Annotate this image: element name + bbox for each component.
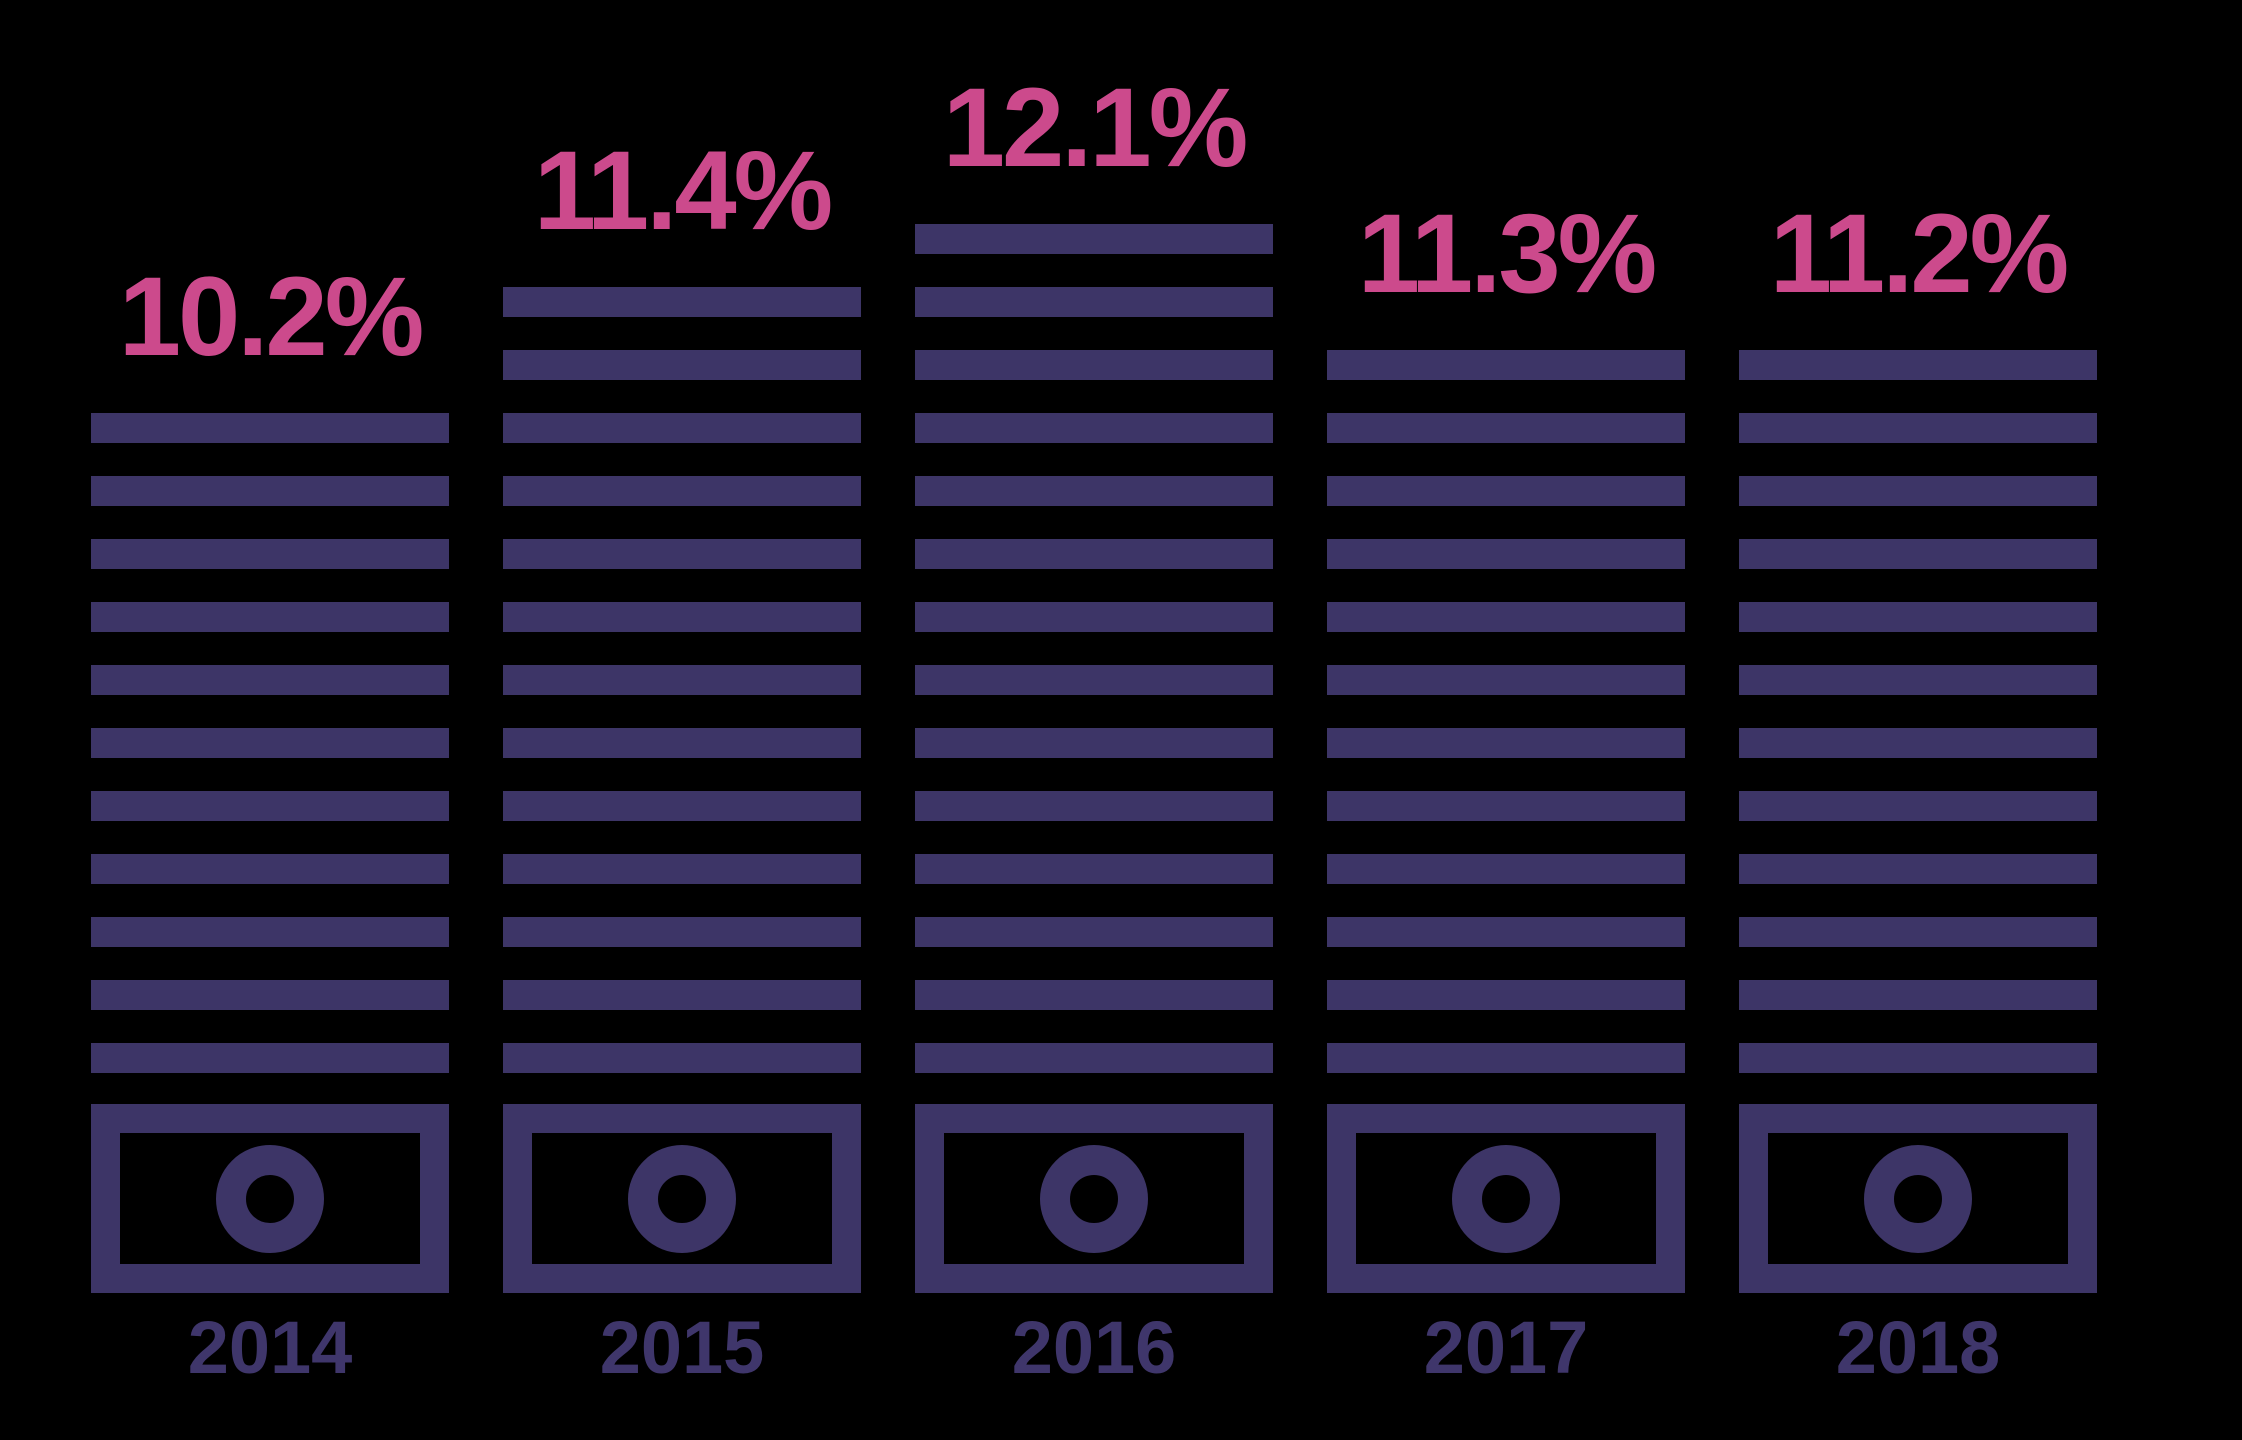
bar-stripe	[915, 350, 1273, 380]
bar-stripe	[91, 1043, 449, 1073]
value-label: 10.2%	[118, 254, 425, 379]
bar-column-2015: 11.4% 2015	[503, 135, 861, 1385]
bar-stripe	[1327, 602, 1685, 632]
bar-stripe	[503, 602, 861, 632]
banknote-circle-icon	[1452, 1144, 1560, 1253]
banknote-circle-icon	[216, 1144, 324, 1253]
value-label: 12.1%	[942, 65, 1249, 190]
bar-stripe	[1327, 476, 1685, 506]
bar-stripe	[91, 602, 449, 632]
banknote-icon	[1739, 1104, 2097, 1293]
bar-stripe	[91, 539, 449, 569]
bar-stripe	[91, 917, 449, 947]
bar-stripe	[503, 665, 861, 695]
bar-stripe	[503, 287, 861, 317]
bar-stripe	[503, 350, 861, 380]
bar-column-2016: 12.1% 2016	[915, 72, 1273, 1385]
bar-stripe	[915, 539, 1273, 569]
bar-stripes	[915, 224, 1273, 1073]
bar-stripe	[1739, 665, 2097, 695]
bar-stripe	[91, 413, 449, 443]
bar-stripe	[1327, 350, 1685, 380]
bar-stripes	[1739, 350, 2097, 1073]
bar-stripe	[915, 791, 1273, 821]
bar-column-2014: 10.2% 2014	[91, 261, 449, 1385]
bar-stripe	[1739, 791, 2097, 821]
bar-stripe	[1739, 917, 2097, 947]
bar-stripes	[91, 413, 449, 1073]
bar-stripe	[1327, 1043, 1685, 1073]
bar-stripe	[915, 287, 1273, 317]
bar-stripe	[1739, 980, 2097, 1010]
bar-stripe	[91, 854, 449, 884]
year-label: 2016	[1011, 1306, 1177, 1389]
bar-stripe	[1327, 791, 1685, 821]
bar-stripe	[503, 728, 861, 758]
banknote-circle-icon	[1864, 1144, 1972, 1253]
bar-stripe	[503, 980, 861, 1010]
bar-stripe	[91, 665, 449, 695]
bar-stripe	[915, 854, 1273, 884]
value-label: 11.2%	[1769, 191, 2069, 316]
bar-stripe	[91, 476, 449, 506]
bar-stripe	[915, 917, 1273, 947]
bar-stripe	[1739, 854, 2097, 884]
bar-column-2017: 11.3% 2017	[1327, 198, 1685, 1385]
bar-stripe	[915, 476, 1273, 506]
value-label: 11.4%	[533, 128, 833, 253]
bar-stripe	[503, 917, 861, 947]
bar-stripe	[503, 413, 861, 443]
bar-stripe	[915, 665, 1273, 695]
bar-stripe	[1327, 980, 1685, 1010]
bar-stripe	[1739, 476, 2097, 506]
bar-stripe	[1739, 413, 2097, 443]
bar-stripe	[915, 602, 1273, 632]
bar-column-2018: 11.2% 2018	[1739, 198, 2097, 1385]
bar-stripe	[91, 980, 449, 1010]
bar-stripe	[1327, 665, 1685, 695]
bar-stripe	[503, 539, 861, 569]
year-label: 2014	[187, 1306, 353, 1389]
value-label: 11.3%	[1357, 191, 1657, 316]
bar-stripe	[915, 728, 1273, 758]
year-label: 2018	[1835, 1306, 2001, 1389]
bar-stripe	[1739, 1043, 2097, 1073]
bar-stripe	[1739, 602, 2097, 632]
bar-stripe	[1327, 728, 1685, 758]
bar-stripe	[503, 854, 861, 884]
bar-stripe	[1327, 539, 1685, 569]
bar-stripe	[1327, 413, 1685, 443]
banknote-circle-icon	[1040, 1144, 1148, 1253]
bar-stripe	[1739, 539, 2097, 569]
banknote-icon	[91, 1104, 449, 1293]
banknote-icon	[503, 1104, 861, 1293]
bar-stripes	[503, 287, 861, 1073]
bar-stripe	[503, 791, 861, 821]
bar-stripe	[915, 980, 1273, 1010]
bar-stripe	[91, 791, 449, 821]
bar-stripe	[1739, 350, 2097, 380]
banknote-circle-icon	[628, 1144, 736, 1253]
year-label: 2017	[1423, 1306, 1589, 1389]
bar-stripe	[1327, 917, 1685, 947]
year-label: 2015	[599, 1306, 765, 1389]
banknote-icon	[915, 1104, 1273, 1293]
bar-stripe	[1739, 728, 2097, 758]
bar-stripes	[1327, 350, 1685, 1073]
bar-stripe	[915, 224, 1273, 254]
bar-stripe	[915, 1043, 1273, 1073]
bar-stripe	[915, 413, 1273, 443]
bar-stripe	[503, 1043, 861, 1073]
banknote-icon	[1327, 1104, 1685, 1293]
bar-stripe	[1327, 854, 1685, 884]
bar-stripe	[91, 728, 449, 758]
bar-stripe	[503, 476, 861, 506]
